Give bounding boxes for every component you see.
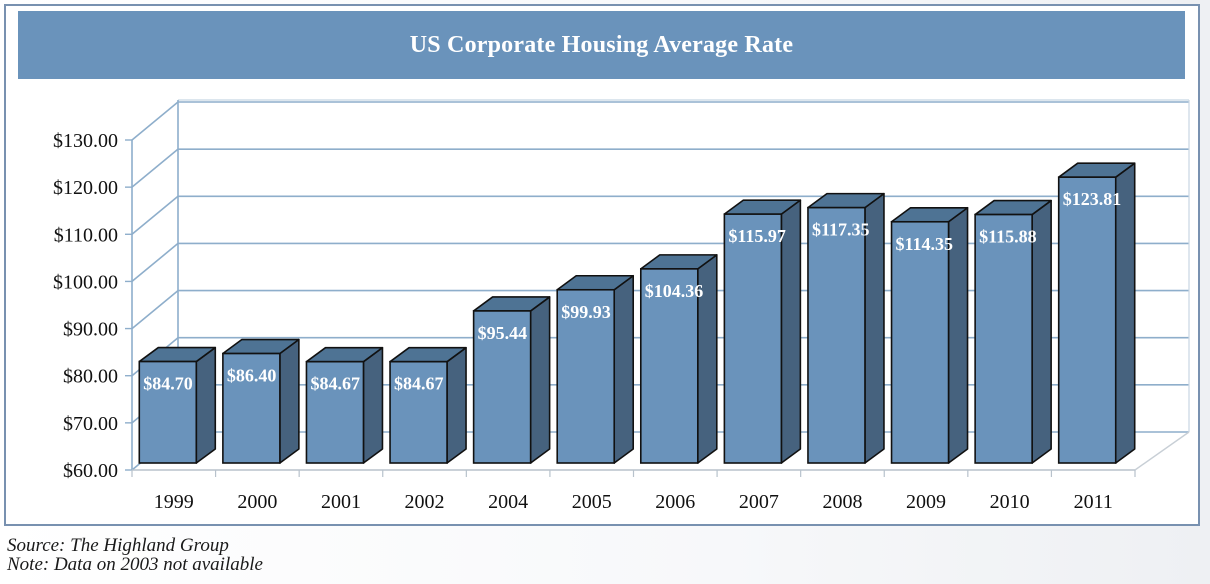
bar-front-face [222,352,281,464]
data-label: $117.35 [812,220,870,240]
chart-title-bar: US Corporate Housing Average Rate [18,11,1185,79]
x-tick-label: 2010 [990,491,1030,513]
bar-side-face [613,274,635,464]
bar-2007 [723,199,802,464]
floor-right-edge [1134,431,1190,471]
bar-side-face [446,346,467,464]
data-label: $84.70 [143,374,193,394]
bars [138,162,1136,464]
data-label: $115.97 [728,226,786,246]
bar-2011 [1057,162,1136,464]
x-tick-label: 1999 [154,491,194,513]
bar-front-face [389,360,448,464]
bar-front-face [472,310,532,464]
y-tick-label: $120.00 [53,177,118,199]
y-tick-label: $90.00 [63,319,118,341]
bar-2009 [890,206,969,464]
bar-front-face [1057,176,1117,464]
x-tick-label: 2009 [906,491,946,513]
side-wall-line [131,289,179,330]
source-note: Source: The Highland Group [7,535,229,556]
y-tick-label: $130.00 [53,130,118,152]
footnotes: Source: The Highland Group Note: Data on… [7,536,263,574]
y-tick-label: $70.00 [63,413,118,435]
bar-2008 [807,192,885,464]
data-label: $123.81 [1063,189,1122,209]
data-label: $115.88 [979,227,1037,247]
data-label: $114.35 [896,234,954,254]
x-tick-label: 2011 [1074,491,1113,513]
bar-2010 [974,199,1052,464]
side-wall-line [131,148,179,188]
x-tick-label: 2002 [405,491,445,513]
bar-front-face [305,360,365,464]
data-label: $104.36 [645,281,704,301]
x-tick-label: 2007 [739,491,779,513]
x-tick-label: 2005 [572,491,612,513]
data-labels: $84.70 $86.40 $84.67 $84.67 $95.44 $99.93 $104… [143,189,1121,394]
bar-front-face [807,206,866,464]
bar-side-face [529,296,551,464]
bar-front-face [723,213,783,464]
bar-front-face [890,220,950,464]
x-tick-label: 2004 [488,491,528,513]
x-tick-label: 2006 [655,491,695,513]
chart-title: US Corporate Housing Average Rate [409,31,794,58]
side-wall-line [131,101,179,141]
bar-1999 [138,346,217,464]
x-tick-label: 2001 [321,491,361,513]
bar-front-face [974,213,1033,464]
bar-side-face [279,338,300,464]
bar-front-face [138,360,198,464]
y-tick-label: $80.00 [63,366,118,388]
data-label: $95.44 [478,323,528,343]
bar-2006 [639,254,718,464]
bar-2004 [472,296,551,464]
bar-side-face [362,346,384,464]
data-label: $84.67 [394,374,444,394]
data-label: $99.93 [561,302,611,322]
y-tick-label: $110.00 [54,224,118,246]
bar-side-face [195,346,217,464]
bar-front-face [639,268,699,464]
bar-2002 [389,346,467,464]
data-label: $86.40 [227,366,277,386]
x-tick-label: 2000 [237,491,277,513]
bar-front-face [556,288,616,464]
side-wall-line [131,195,179,235]
y-axis: $60.00 $70.00 $80.00 $90.00 $100.00 $110.00 $1… [53,130,132,482]
bar-2000 [222,338,300,464]
data-note: Note: Data on 2003 not available [7,554,263,575]
x-tick-label: 2008 [822,491,862,513]
data-label: $84.67 [310,374,360,394]
side-wall-line [131,242,179,283]
y-tick-label: $60.00 [63,460,118,482]
x-axis: 1999 2000 2001 2002 2004 2005 2006 2007 2008 2009… [131,470,1136,513]
bar-2001 [305,346,384,464]
y-tick-label: $100.00 [53,271,118,293]
bar-2005 [556,274,635,464]
